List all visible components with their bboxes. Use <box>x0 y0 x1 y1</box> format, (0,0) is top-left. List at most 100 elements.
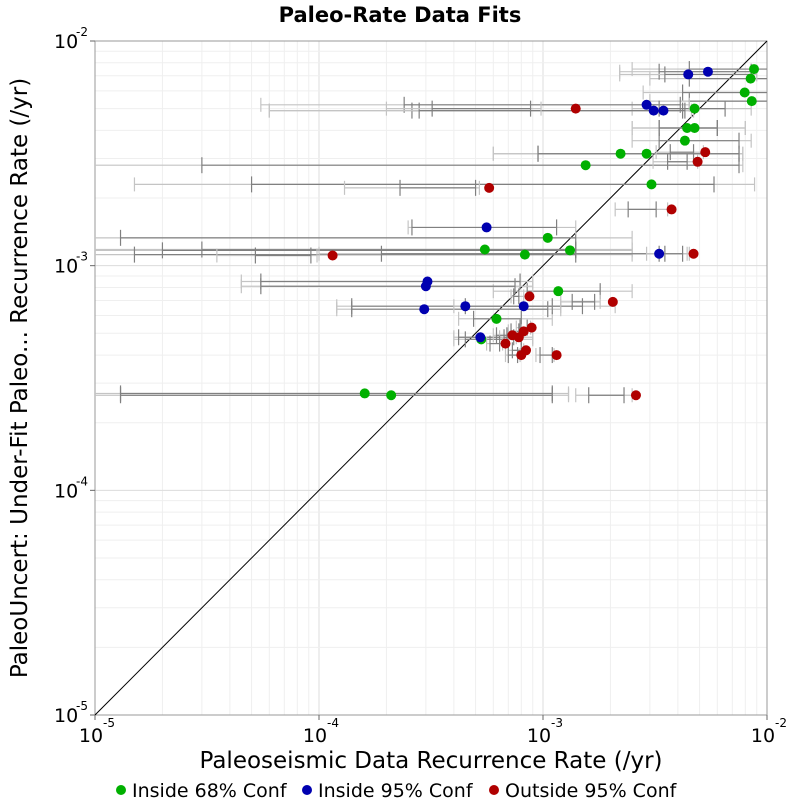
x-tick-label: 10 <box>79 725 103 747</box>
legend: Inside 68% Conf Inside 95% Conf Outside 95… <box>116 780 678 802</box>
y-tick-label: 10 <box>54 705 78 727</box>
plot-frame <box>94 40 768 716</box>
data-point <box>513 332 524 343</box>
y-axis-ticks: 10-510-410-310-2 <box>54 25 95 727</box>
legend-marker <box>302 785 312 795</box>
data-point <box>526 322 537 333</box>
data-point <box>327 250 338 261</box>
data-point <box>500 338 511 349</box>
error-bar <box>631 132 752 149</box>
error-bar <box>95 157 744 174</box>
data-point <box>666 204 677 215</box>
y-axis-label: PaleoUncert: Under-Fit Paleo... Recurren… <box>7 78 33 678</box>
data-point <box>542 232 553 243</box>
error-bar <box>95 246 633 263</box>
data-point <box>359 388 370 399</box>
data-point <box>419 304 430 315</box>
data-point <box>654 248 665 259</box>
data-point <box>682 122 693 133</box>
data-point <box>679 135 690 146</box>
data-point <box>551 350 562 361</box>
legend-item: Inside 95% Conf <box>302 780 474 802</box>
legend-label: Inside 68% Conf <box>132 780 288 802</box>
x-tick-label: 10 <box>527 725 551 747</box>
data-point <box>479 244 490 255</box>
data-point <box>570 103 581 114</box>
x-axis-ticks: 10-510-410-310-2 <box>79 715 787 747</box>
y-tick-label: 10 <box>54 256 78 278</box>
legend-item: Inside 68% Conf <box>116 780 288 802</box>
error-bar <box>385 100 542 117</box>
y-tick-exponent: -4 <box>76 474 88 488</box>
y-tick-exponent: -2 <box>76 25 88 39</box>
grid <box>94 41 767 716</box>
error-bar <box>510 288 525 305</box>
x-tick-exponent: -3 <box>551 716 563 730</box>
y-tick-exponent: -5 <box>76 699 88 713</box>
data-point <box>658 105 669 116</box>
legend-label: Outside 95% Conf <box>505 780 678 802</box>
error-bar <box>133 176 756 193</box>
legend-marker <box>116 785 126 795</box>
error-bar <box>95 242 633 259</box>
y-tick-label: 10 <box>54 480 78 502</box>
error-bar <box>407 219 577 236</box>
data-point <box>702 66 713 77</box>
data-point <box>688 248 699 259</box>
error-bar <box>95 385 570 402</box>
data-point <box>580 160 591 171</box>
data-point <box>420 281 431 292</box>
error-bar <box>95 387 570 404</box>
error-bar <box>575 387 633 404</box>
data-point <box>739 87 750 98</box>
data-point <box>481 222 492 233</box>
error-bar <box>655 144 704 161</box>
x-tick-label: 10 <box>751 725 775 747</box>
error-bar <box>216 247 318 264</box>
error-bar <box>240 278 534 295</box>
data-point <box>491 313 502 324</box>
x-tick-label: 10 <box>303 725 327 747</box>
data-point <box>519 249 530 260</box>
error-bar <box>458 310 553 327</box>
data-point <box>386 390 397 401</box>
error-bar <box>535 347 555 364</box>
data-point <box>518 301 529 312</box>
data-point <box>516 350 527 361</box>
data-point <box>689 122 700 133</box>
legend-marker <box>489 785 499 795</box>
data-point <box>745 73 756 84</box>
legend-label: Inside 95% Conf <box>318 780 474 802</box>
data-point <box>565 245 576 256</box>
data-point <box>607 296 618 307</box>
reference-line-y-equals-x <box>94 40 768 716</box>
y-tick-label: 10 <box>54 31 78 53</box>
y-tick-exponent: -3 <box>76 250 88 264</box>
data-point <box>700 147 711 158</box>
error-bar <box>268 102 695 119</box>
data-point <box>689 103 700 114</box>
data-point <box>692 156 703 167</box>
data-point <box>646 179 657 190</box>
data-point <box>460 301 471 312</box>
data-point <box>746 96 757 107</box>
error-bar <box>343 179 480 196</box>
data-points <box>327 64 760 401</box>
x-tick-exponent: -2 <box>775 716 787 730</box>
data-point <box>641 99 652 110</box>
data-point <box>553 286 564 297</box>
data-point <box>524 291 535 302</box>
error-bar <box>614 201 669 218</box>
x-tick-exponent: -5 <box>103 716 115 730</box>
data-point <box>615 148 626 159</box>
data-point <box>475 332 486 343</box>
error-bar <box>485 335 504 352</box>
data-point <box>749 64 760 75</box>
error-bar <box>645 245 690 262</box>
data-point <box>648 105 659 116</box>
data-point <box>641 148 652 159</box>
data-point <box>484 182 495 193</box>
chart-title: Paleo-Rate Data Fits <box>279 3 522 27</box>
legend-item: Outside 95% Conf <box>489 780 678 802</box>
